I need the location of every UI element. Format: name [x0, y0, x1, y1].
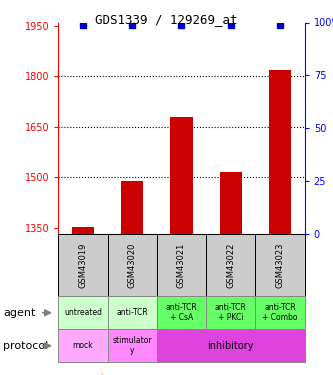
Text: protocol: protocol: [3, 341, 49, 351]
Bar: [220, 172, 242, 234]
Text: anti-TCR
+ CsA: anti-TCR + CsA: [166, 303, 197, 322]
Text: ■  count: ■ count: [62, 374, 105, 375]
Text: GDS1339 / 129269_at: GDS1339 / 129269_at: [95, 13, 238, 26]
Text: GSM43022: GSM43022: [226, 243, 235, 288]
Bar: [121, 181, 143, 234]
Bar: [255, 234, 305, 296]
Text: GSM43019: GSM43019: [78, 243, 88, 288]
Bar: [72, 227, 94, 234]
Text: inhibitory: inhibitory: [207, 341, 254, 351]
Bar: [157, 296, 206, 329]
Bar: [206, 296, 255, 329]
Text: GSM43023: GSM43023: [275, 243, 285, 288]
Text: anti-TCR: anti-TCR: [116, 308, 148, 317]
Text: anti-TCR
+ Combo: anti-TCR + Combo: [262, 303, 298, 322]
Text: mock: mock: [73, 341, 93, 350]
Bar: [108, 296, 157, 329]
Bar: [269, 70, 291, 234]
Bar: [170, 117, 192, 234]
Bar: [206, 234, 255, 296]
Bar: [255, 296, 305, 329]
Bar: [157, 329, 305, 362]
Text: untreated: untreated: [64, 308, 102, 317]
Text: stimulator
y: stimulator y: [113, 336, 152, 356]
Bar: [58, 329, 108, 362]
Bar: [108, 234, 157, 296]
Text: GSM43020: GSM43020: [128, 243, 137, 288]
Bar: [108, 329, 157, 362]
Bar: [157, 234, 206, 296]
Bar: [58, 234, 108, 296]
Text: GSM43021: GSM43021: [177, 243, 186, 288]
Bar: [58, 296, 108, 329]
Text: agent: agent: [3, 308, 36, 318]
Text: anti-TCR
+ PKCi: anti-TCR + PKCi: [215, 303, 247, 322]
